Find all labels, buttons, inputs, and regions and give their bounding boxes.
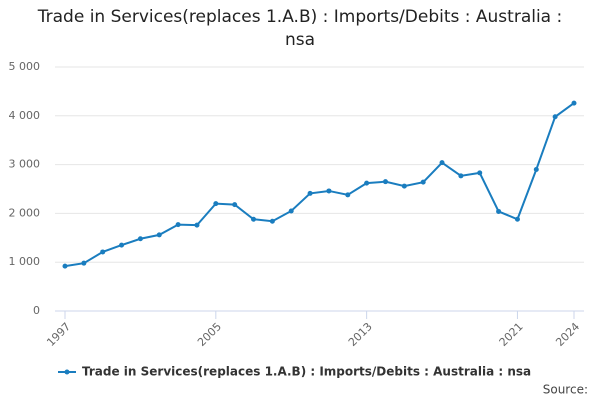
line — [64, 102, 575, 268]
source: Source: — [543, 383, 588, 397]
point — [345, 192, 351, 198]
point — [552, 114, 558, 120]
point — [232, 202, 238, 208]
point — [62, 263, 68, 269]
point — [420, 179, 426, 185]
point — [364, 180, 370, 186]
chart-title: Trade in Services(replaces 1.A.B) : Impo… — [37, 7, 563, 50]
point — [307, 190, 313, 196]
point — [401, 183, 407, 189]
legend-marker — [64, 369, 70, 375]
point — [514, 216, 520, 222]
point — [288, 208, 294, 214]
point — [477, 170, 483, 176]
point — [326, 188, 332, 194]
x-tick-label: 1997 — [44, 320, 73, 349]
y-tick-label: 2 000 — [9, 206, 41, 219]
point — [496, 208, 502, 214]
point — [119, 242, 125, 248]
x-tick-label: 2024 — [553, 320, 582, 349]
y-tick-label: 3 000 — [9, 158, 41, 171]
point — [533, 166, 539, 172]
point — [100, 249, 106, 255]
point — [81, 260, 87, 266]
point — [156, 232, 162, 238]
point — [458, 173, 464, 179]
x-tick-label: 2005 — [195, 320, 224, 349]
point — [269, 218, 275, 224]
point — [175, 222, 181, 228]
legend-label: Trade in Services(replaces 1.A.B) : Impo… — [82, 365, 531, 379]
point — [194, 222, 200, 228]
point — [137, 236, 143, 242]
x-tick-label: 2021 — [497, 320, 526, 349]
point — [251, 216, 257, 222]
y-tick-label: 0 — [33, 304, 40, 317]
x-tick-label: 2013 — [346, 320, 375, 349]
point — [439, 160, 445, 166]
y-tick-label: 1 000 — [9, 255, 41, 268]
point — [382, 179, 388, 185]
point — [571, 100, 577, 106]
y-tick-label: 4 000 — [9, 109, 41, 122]
point — [213, 201, 219, 207]
y-tick-label: 5 000 — [9, 60, 41, 73]
